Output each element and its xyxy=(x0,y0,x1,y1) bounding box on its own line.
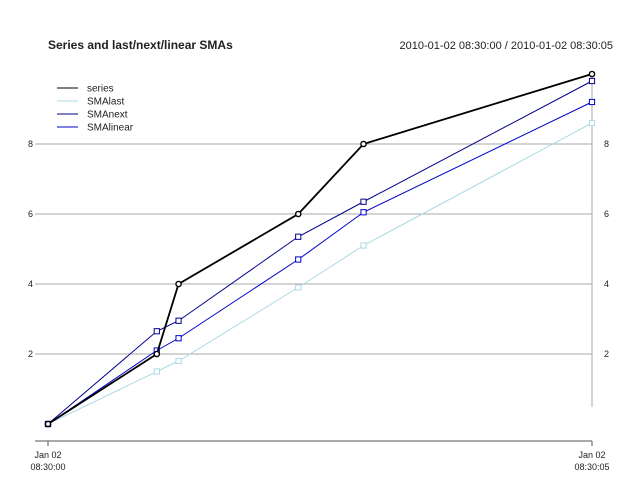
data-point-series xyxy=(44,420,52,428)
data-point-smanext xyxy=(153,328,160,335)
y-tick-label-right: 4 xyxy=(604,279,609,289)
y-tick-label-right: 6 xyxy=(604,209,609,219)
data-point-smanext xyxy=(360,198,367,205)
data-point-smanext xyxy=(175,317,182,324)
chart-subtitle: 2010-01-02 08:30:00 / 2010-01-02 08:30:0… xyxy=(400,40,613,52)
legend: series SMAlast SMAnext SMAlinear xyxy=(57,84,134,134)
data-point-smalinear xyxy=(295,256,302,263)
data-point-smalinear xyxy=(588,98,596,106)
data-point-smalinear xyxy=(175,335,182,342)
series-line-smalinear xyxy=(47,101,593,425)
y-tick-label-left: 8 xyxy=(28,139,33,149)
x-tick-label-date: Jan 02 xyxy=(578,450,605,460)
series-line-smalast xyxy=(47,122,593,425)
chart-title: Series and last/next/linear SMAs xyxy=(48,38,233,52)
x-tick-label-date: Jan 02 xyxy=(34,450,61,460)
data-point-smalast xyxy=(295,284,302,291)
data-point-smalinear xyxy=(360,209,367,216)
series-line-smanext xyxy=(47,80,593,425)
series-layer xyxy=(44,70,596,428)
y-tick-label-right: 8 xyxy=(604,139,609,149)
y-tick-label-left: 6 xyxy=(28,209,33,219)
data-point-series xyxy=(175,280,182,288)
y-tick-label-left: 4 xyxy=(28,279,33,289)
axes: 2 2 4 4 6 6 8 8 Jan 02 08:30:00 Jan 02 08:30:05 xyxy=(28,74,610,472)
data-point-smalast xyxy=(360,242,367,249)
data-point-series xyxy=(294,210,302,218)
data-point-smalast xyxy=(175,357,182,365)
y-tick-label-left: 2 xyxy=(28,349,33,359)
data-point-smanext xyxy=(588,77,596,85)
data-point-series xyxy=(360,140,367,148)
x-tick-label-time: 08:30:05 xyxy=(574,462,609,472)
x-tick-label-time: 08:30:00 xyxy=(30,462,65,472)
data-point-smalast xyxy=(588,119,596,127)
grid-lines xyxy=(35,143,592,355)
data-point-series xyxy=(153,350,161,358)
legend-label-series: series xyxy=(87,84,114,95)
y-tick-label-right: 2 xyxy=(604,349,609,359)
legend-label-smanext: SMAnext xyxy=(87,110,128,121)
data-point-smanext xyxy=(295,233,302,240)
legend-label-smalinear: SMAlinear xyxy=(87,123,134,134)
series-line-series xyxy=(47,73,593,425)
legend-label-smalast: SMAlast xyxy=(87,97,124,108)
data-point-series xyxy=(588,70,596,78)
data-point-smalast xyxy=(153,368,160,375)
